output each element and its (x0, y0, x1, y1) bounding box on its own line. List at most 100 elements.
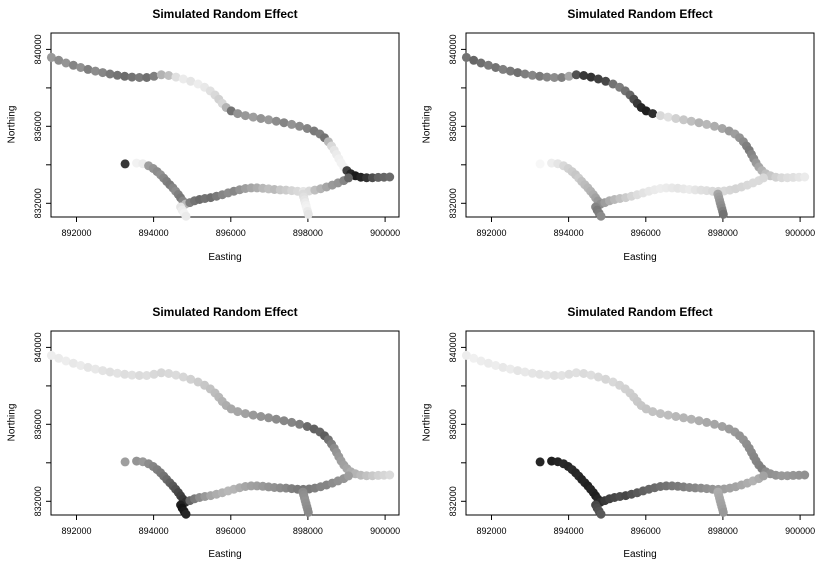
data-point (694, 416, 704, 426)
data-point (248, 410, 258, 420)
data-point (142, 73, 152, 82)
data-point (671, 114, 681, 123)
data-point (469, 55, 479, 65)
data-point (120, 159, 130, 169)
x-tick-label: 896000 (216, 228, 246, 238)
x-tick-label: 896000 (631, 228, 661, 238)
data-point (68, 60, 78, 70)
plot-title: Simulated Random Effect (152, 305, 298, 319)
plot-title: Simulated Random Effect (567, 7, 713, 21)
data-point (344, 173, 353, 183)
data-point (535, 71, 545, 81)
data-point (127, 72, 137, 82)
x-axis-label: Easting (208, 549, 242, 560)
data-point (112, 368, 122, 378)
plot-box (465, 32, 815, 218)
data-point (90, 364, 100, 374)
scatter-plot-bottom-right: 892000 894000 896000 898000 900000 840000 8360… (448, 330, 815, 536)
data-point (385, 172, 395, 182)
x-tick-label: 892000 (61, 228, 91, 238)
data-point (596, 509, 606, 519)
data-point (476, 58, 486, 68)
data-point (461, 52, 471, 62)
data-point (120, 457, 130, 467)
data-point (142, 371, 152, 380)
data-point (134, 371, 144, 380)
scatter-plot-top-left: 892000 894000 896000 898000 900000 840000 8360… (33, 32, 400, 238)
y-tick-label: 836000 (33, 111, 43, 141)
data-point (164, 71, 174, 80)
x-tick-label: 898000 (708, 228, 738, 238)
data-point (800, 470, 810, 480)
data-point (54, 353, 64, 363)
data-point (491, 63, 501, 72)
data-point (596, 211, 606, 221)
x-axis-label: Easting (208, 252, 242, 263)
data-point (186, 374, 196, 384)
data-point (718, 507, 728, 517)
data-point (248, 112, 258, 122)
data-point (303, 507, 313, 517)
data-point (710, 121, 719, 131)
data-point (549, 371, 559, 380)
x-tick-label: 894000 (139, 526, 169, 536)
data-point (527, 368, 537, 378)
y-tick-label: 832000 (33, 486, 43, 516)
x-tick-label: 900000 (370, 526, 400, 536)
data-point (671, 412, 681, 421)
data-point (702, 119, 712, 129)
y-axis-label: Northing (421, 403, 433, 442)
data-point (586, 72, 596, 82)
data-point (469, 353, 479, 363)
data-point (287, 119, 297, 129)
y-tick-label: 832000 (33, 188, 43, 218)
data-point (513, 366, 523, 376)
data-point (149, 369, 159, 379)
data-point (702, 417, 712, 427)
data-point (601, 76, 611, 86)
data-point (557, 371, 567, 380)
data-point (120, 71, 130, 81)
data-point (271, 414, 281, 424)
x-tick-label: 894000 (554, 526, 584, 536)
x-tick-label: 894000 (139, 228, 169, 238)
plot-box (50, 32, 400, 218)
data-point (679, 413, 689, 423)
data-point (76, 361, 86, 370)
y-tick-label: 832000 (448, 188, 458, 218)
plot-panel-bottom-right: 892000 894000 896000 898000 900000 840000 8360… (415, 283, 830, 567)
data-point (663, 112, 673, 122)
data-point (759, 173, 768, 183)
data-point (287, 417, 297, 427)
data-point (717, 422, 727, 431)
data-point (498, 362, 508, 372)
y-tick-label: 836000 (33, 409, 43, 439)
data-point (149, 71, 159, 81)
y-tick-label: 840000 (448, 34, 458, 64)
data-point (127, 370, 137, 380)
data-point (46, 52, 56, 62)
x-tick-label: 900000 (785, 526, 815, 536)
x-tick-label: 892000 (61, 526, 91, 536)
data-point (98, 366, 108, 376)
y-axis-label: Northing (6, 105, 18, 144)
plot-title: Simulated Random Effect (567, 305, 713, 319)
data-point (240, 111, 250, 121)
data-point (800, 172, 810, 182)
data-point (112, 70, 122, 80)
data-point (535, 457, 545, 467)
y-tick-label: 840000 (33, 332, 43, 362)
data-point (83, 362, 93, 372)
data-point (295, 419, 304, 429)
data-point (505, 364, 515, 374)
data-point (461, 350, 471, 360)
data-point (579, 71, 589, 80)
data-point (134, 73, 144, 82)
data-point (520, 69, 530, 79)
data-point (344, 471, 353, 481)
data-point (679, 115, 689, 125)
scatter-plot-bottom-left: 892000 894000 896000 898000 900000 840000 8360… (33, 330, 400, 536)
data-point (61, 58, 71, 68)
data-point (105, 367, 115, 377)
